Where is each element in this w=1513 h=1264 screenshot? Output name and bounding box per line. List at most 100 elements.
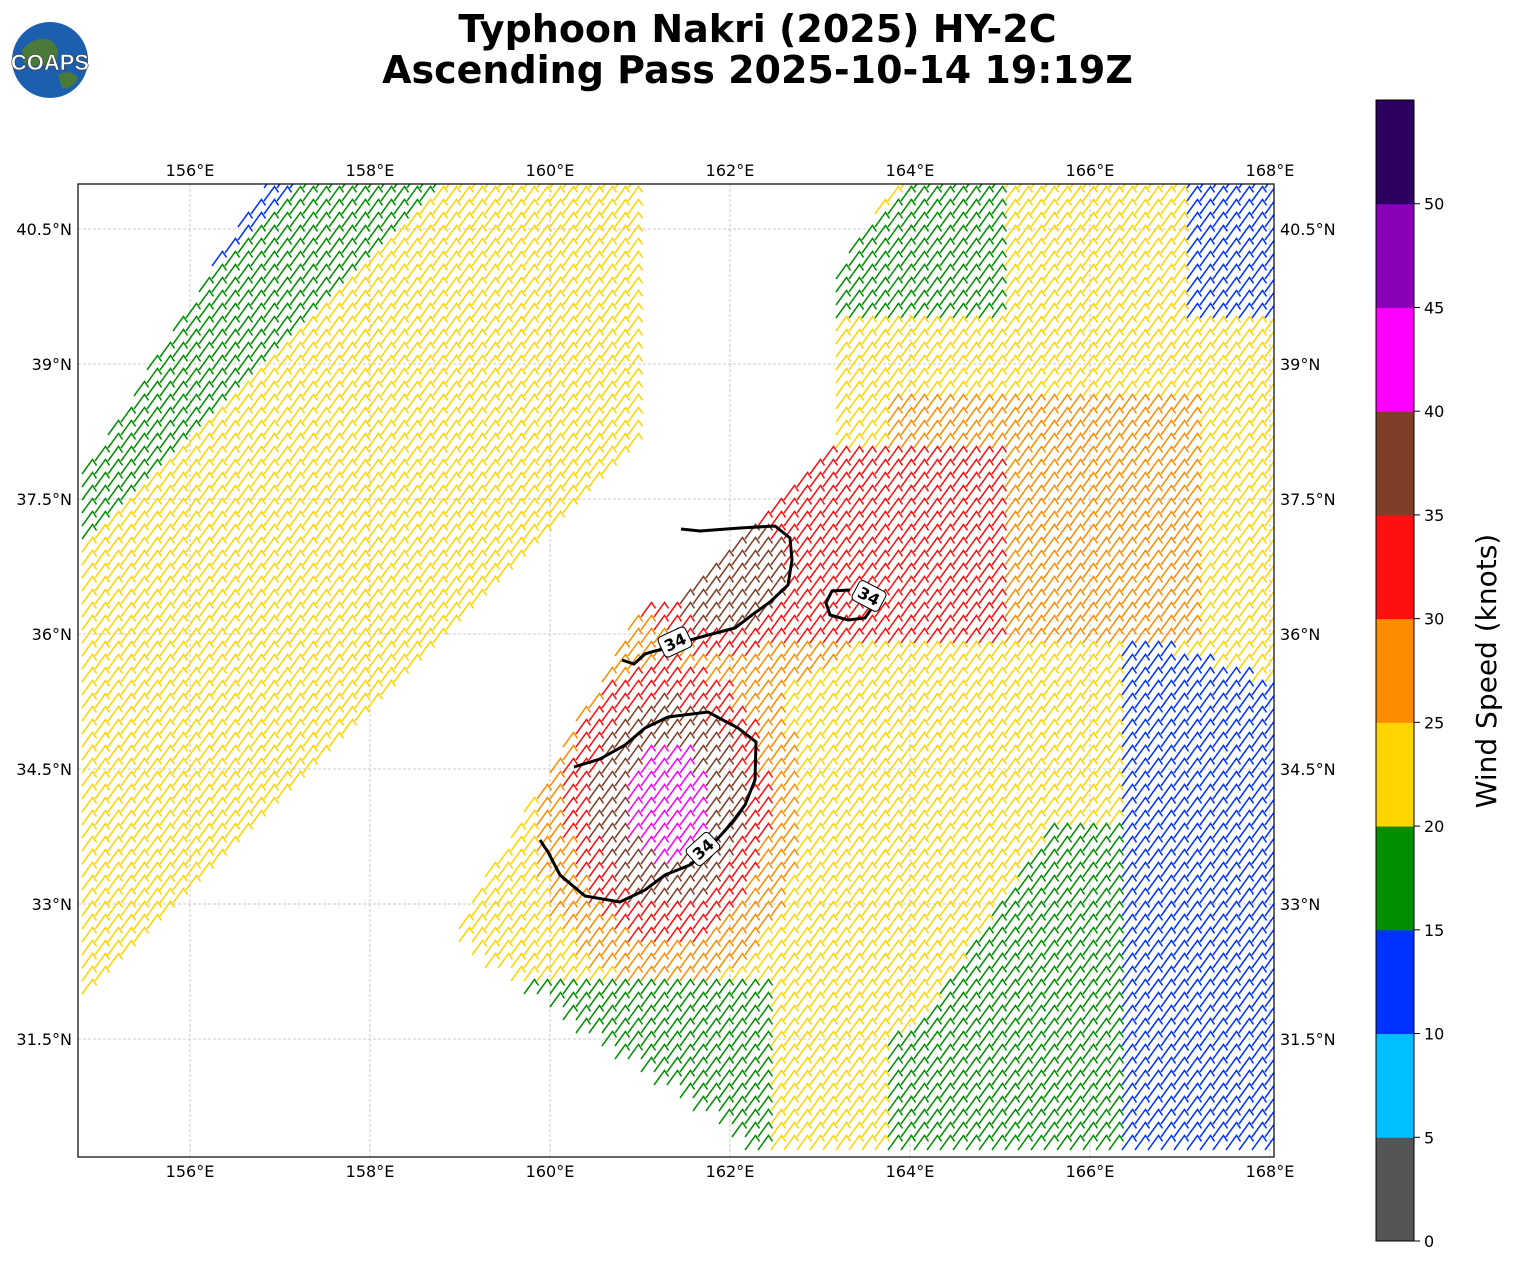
wind-barb [731, 939, 748, 956]
wind-barb [614, 822, 631, 839]
wind-barb [185, 757, 202, 774]
wind-barb [614, 809, 631, 826]
wind-barb [1017, 679, 1034, 696]
wind-barb [640, 809, 657, 826]
wind-barb [1069, 1069, 1086, 1086]
wind-barb [1134, 614, 1151, 631]
wind-barb [445, 276, 462, 293]
wind-barb [159, 419, 176, 436]
wind-barb [198, 627, 215, 644]
wind-barb [458, 211, 475, 228]
wind-barb [1030, 575, 1047, 592]
wind-barb [1186, 458, 1203, 475]
wind-barb [1108, 887, 1125, 904]
wind-barb [718, 1004, 735, 1021]
wind-barb [1225, 380, 1242, 397]
wind-barb [952, 224, 969, 241]
wind-barb [471, 445, 488, 462]
wind-barb [1199, 718, 1216, 735]
wind-barb [120, 523, 137, 540]
wind-barb [588, 237, 605, 254]
wind-barb [484, 354, 501, 371]
wind-barb [692, 614, 709, 631]
wind-barb [1225, 1095, 1242, 1112]
wind-barb [198, 315, 215, 332]
wind-barb [1238, 250, 1255, 267]
wind-barb [562, 497, 579, 514]
wind-barb [835, 666, 852, 683]
wind-barb [588, 341, 605, 358]
wind-barb [211, 276, 228, 293]
wind-barb [380, 471, 397, 488]
wind-barb [263, 367, 280, 384]
wind-barb [198, 718, 215, 735]
wind-barb [1134, 1095, 1151, 1112]
wind-barb [367, 419, 384, 436]
wind-barb [939, 237, 956, 254]
wind-barb [1108, 562, 1125, 579]
wind-barb [575, 1004, 592, 1021]
wind-barb [523, 848, 540, 865]
wind-barb [1199, 575, 1216, 592]
wind-barb [1056, 406, 1073, 423]
wind-barb [1212, 822, 1229, 839]
wind-barb [263, 184, 268, 189]
wind-barb [237, 536, 254, 553]
wind-barb [835, 861, 852, 878]
wind-barb [1264, 668, 1274, 683]
wind-barb [172, 406, 189, 423]
wind-barb [224, 744, 241, 761]
wind-barb [1004, 822, 1021, 839]
wind-barb [406, 198, 423, 215]
wind-barb [900, 380, 917, 397]
wind-barb [757, 718, 774, 735]
wind-barb [822, 783, 839, 800]
wind-barb [432, 627, 449, 644]
wind-barb [1173, 627, 1190, 644]
wind-barb [354, 198, 371, 215]
wind-barb [1134, 887, 1151, 904]
wind-barb [224, 328, 241, 345]
wind-barb [146, 653, 163, 670]
wind-barb [978, 809, 995, 826]
wind-barb [939, 718, 956, 735]
wind-barb [367, 692, 384, 709]
wind-barb [406, 380, 423, 397]
wind-barb [835, 471, 852, 488]
wind-barb [406, 601, 423, 618]
wind-barb [861, 354, 878, 371]
wind-barb [198, 575, 215, 592]
wind-barb [1030, 211, 1047, 228]
wind-barb [1030, 484, 1047, 501]
wind-barb [1108, 965, 1125, 982]
wind-barb [900, 848, 917, 865]
wind-barb [1147, 263, 1164, 280]
wind-barb [133, 588, 150, 605]
wind-barb [1199, 328, 1216, 345]
wind-barb [328, 471, 345, 488]
wind-barb [536, 393, 553, 410]
wind-barb [81, 796, 98, 813]
wind-barb [926, 471, 943, 488]
wind-barb [1069, 887, 1086, 904]
wind-barb [991, 250, 1008, 267]
wind-barb [926, 926, 943, 943]
wind-barb [1160, 276, 1177, 293]
wind-barb [1212, 250, 1229, 267]
wind-barb [653, 1043, 670, 1060]
wind-barb [1160, 692, 1177, 709]
wind-barb [1212, 1030, 1229, 1047]
wind-barb [510, 432, 527, 449]
wind-barb [627, 627, 644, 644]
wind-barb [835, 497, 852, 514]
wind-barb [848, 380, 865, 397]
wind-barb [1017, 796, 1034, 813]
wind-barb [939, 302, 956, 319]
wind-barb [627, 822, 644, 839]
wind-barb [952, 796, 969, 813]
wind-barb [146, 887, 163, 904]
wind-barb [640, 614, 657, 631]
wind-barb [1186, 965, 1203, 982]
wind-barb [1160, 809, 1177, 826]
wind-barb [848, 484, 865, 501]
